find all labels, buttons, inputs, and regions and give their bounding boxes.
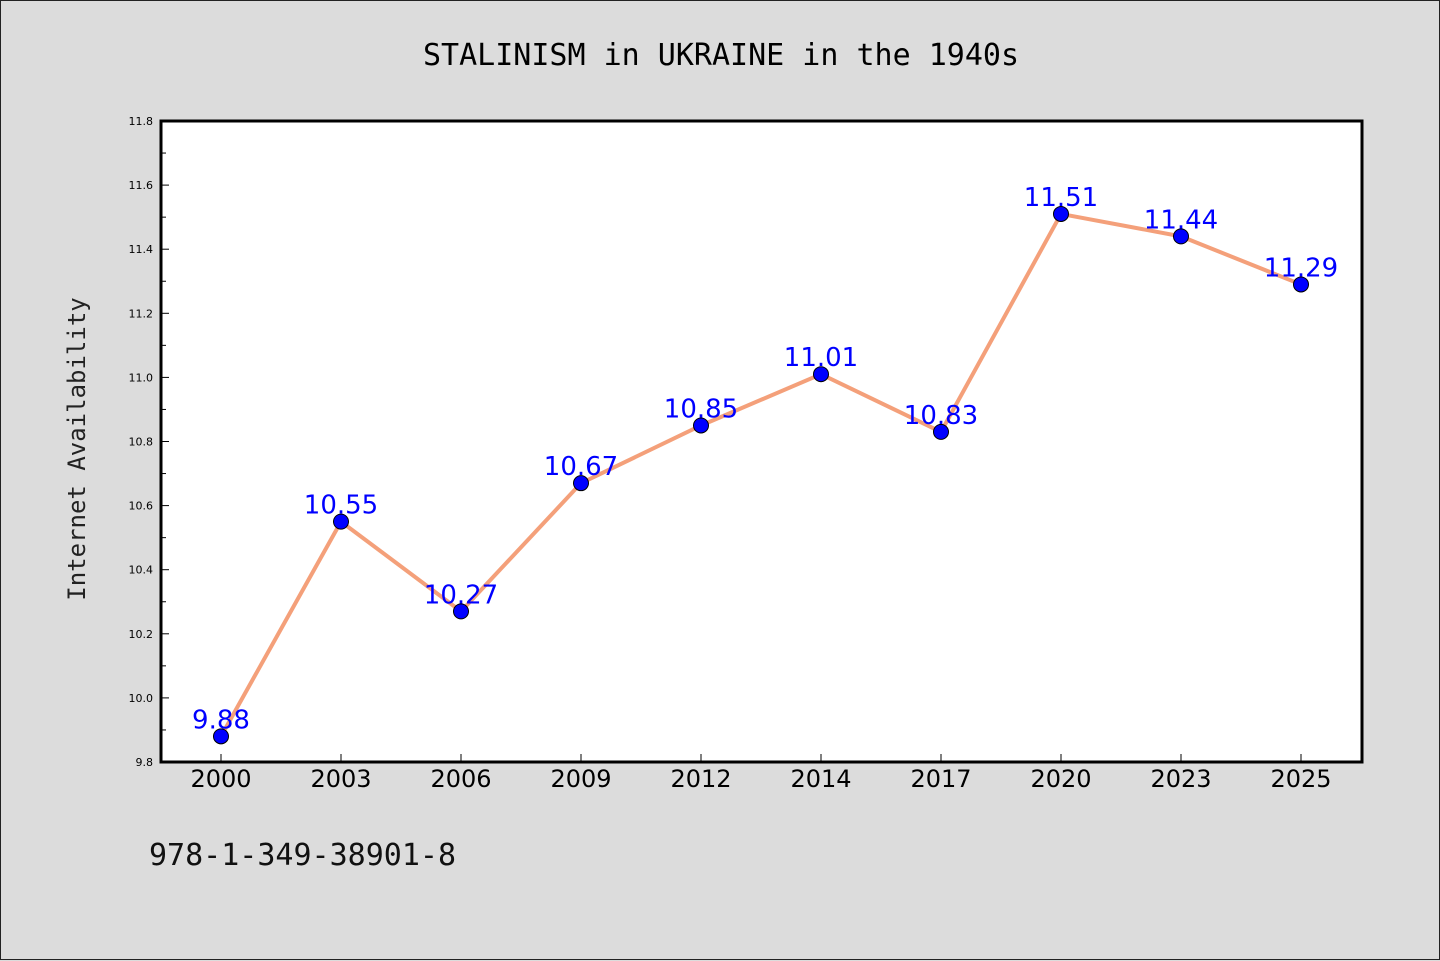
x-tick-label: 2003 bbox=[310, 765, 371, 793]
series-layer: 9.88 10.55 10.27 10.67 10.85 11.01 10.83 11.51 1… bbox=[192, 183, 1338, 745]
series-line bbox=[219, 211, 1303, 739]
data-label-2023: 11.44 bbox=[1144, 205, 1218, 235]
data-label-2025: 11.29 bbox=[1264, 253, 1338, 283]
data-point-2017 bbox=[933, 423, 949, 440]
y-axis-label: Internet Availability bbox=[63, 297, 91, 600]
y-tick-label: 11.6 bbox=[129, 179, 154, 192]
x-tick-label: 2020 bbox=[1030, 765, 1091, 793]
chart-title: STALINISM in UKRAINE in the 1940s bbox=[423, 38, 1019, 73]
y-tick-label: 10.4 bbox=[129, 564, 154, 577]
x-tick-label: 2014 bbox=[790, 765, 851, 793]
x-tick-label: 2025 bbox=[1270, 765, 1331, 793]
x-tick-label: 2000 bbox=[190, 765, 251, 793]
x-tick-label: 2006 bbox=[430, 765, 491, 793]
data-label-2006: 10.27 bbox=[424, 580, 498, 610]
x-axis: 2000 2003 2006 2009 2012 2014 2017 2020 2023 2025 bbox=[190, 754, 1332, 793]
data-label-2009: 10.67 bbox=[544, 452, 618, 482]
y-tick-label: 11.8 bbox=[129, 115, 154, 128]
y-tick-label: 10.0 bbox=[129, 692, 154, 705]
y-tick-label: 10.6 bbox=[129, 500, 154, 513]
x-tick-label: 2012 bbox=[670, 765, 731, 793]
data-label-2020: 11.51 bbox=[1024, 183, 1098, 213]
data-point-2025 bbox=[1293, 276, 1309, 293]
data-label-2012: 10.85 bbox=[664, 394, 738, 424]
data-point-2006 bbox=[453, 603, 469, 620]
x-tick-label: 2009 bbox=[550, 765, 611, 793]
data-point-2020 bbox=[1053, 205, 1069, 222]
x-tick-label: 2017 bbox=[910, 765, 971, 793]
y-axis: 9.8 10.0 10.2 10.4 10.6 10.8 11.0 11.2 11.4 11.6 1… bbox=[129, 115, 169, 769]
footer-code: 978-1-349-38901-8 bbox=[149, 838, 456, 873]
y-tick-label: 10.8 bbox=[129, 436, 154, 449]
y-tick-label: 10.2 bbox=[129, 628, 154, 641]
data-point-2003 bbox=[333, 513, 349, 530]
data-label-2003: 10.55 bbox=[304, 491, 378, 521]
data-label-2000: 9.88 bbox=[192, 705, 250, 735]
plot-area bbox=[159, 119, 1364, 764]
x-tick-label: 2023 bbox=[1150, 765, 1211, 793]
y-tick-label: 11.2 bbox=[129, 307, 154, 320]
data-label-2017: 10.83 bbox=[904, 401, 978, 431]
data-point-2000 bbox=[213, 728, 229, 745]
y-tick-label: 11.0 bbox=[129, 371, 154, 384]
data-point-2023 bbox=[1173, 228, 1189, 245]
data-point-2012 bbox=[693, 417, 709, 434]
data-label-2014: 11.01 bbox=[784, 343, 858, 373]
data-point-2014 bbox=[813, 366, 829, 383]
data-point-2009 bbox=[573, 475, 589, 492]
y-tick-label: 9.8 bbox=[136, 756, 154, 769]
y-tick-label: 11.4 bbox=[129, 243, 154, 256]
